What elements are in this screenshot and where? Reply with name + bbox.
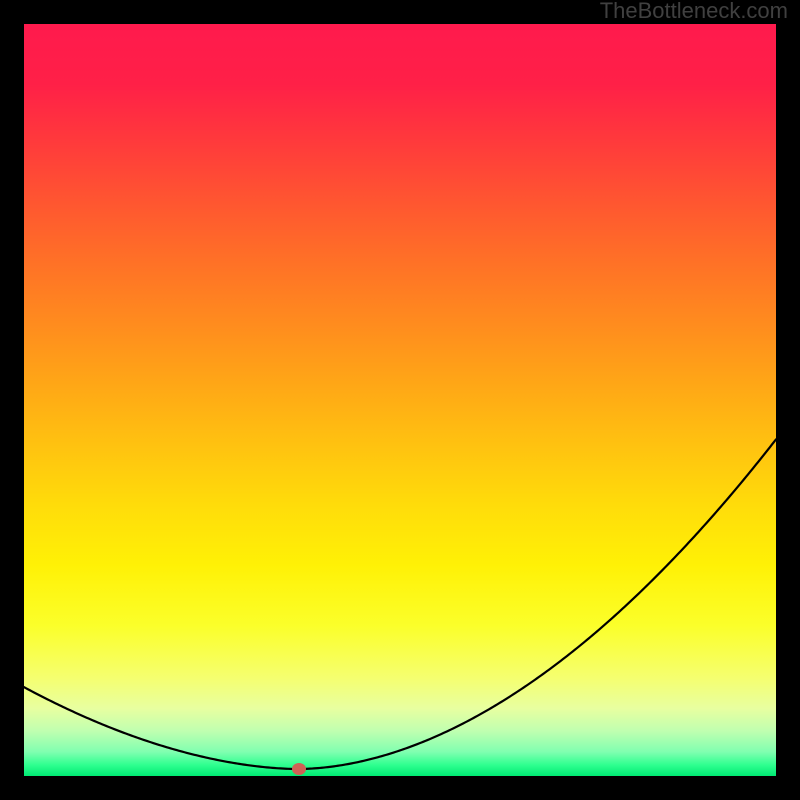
gradient-background bbox=[24, 24, 776, 776]
watermark-label: TheBottleneck.com bbox=[600, 0, 788, 23]
bottleneck-chart: TheBottleneck.com bbox=[0, 0, 800, 800]
optimal-point-marker bbox=[292, 763, 306, 775]
